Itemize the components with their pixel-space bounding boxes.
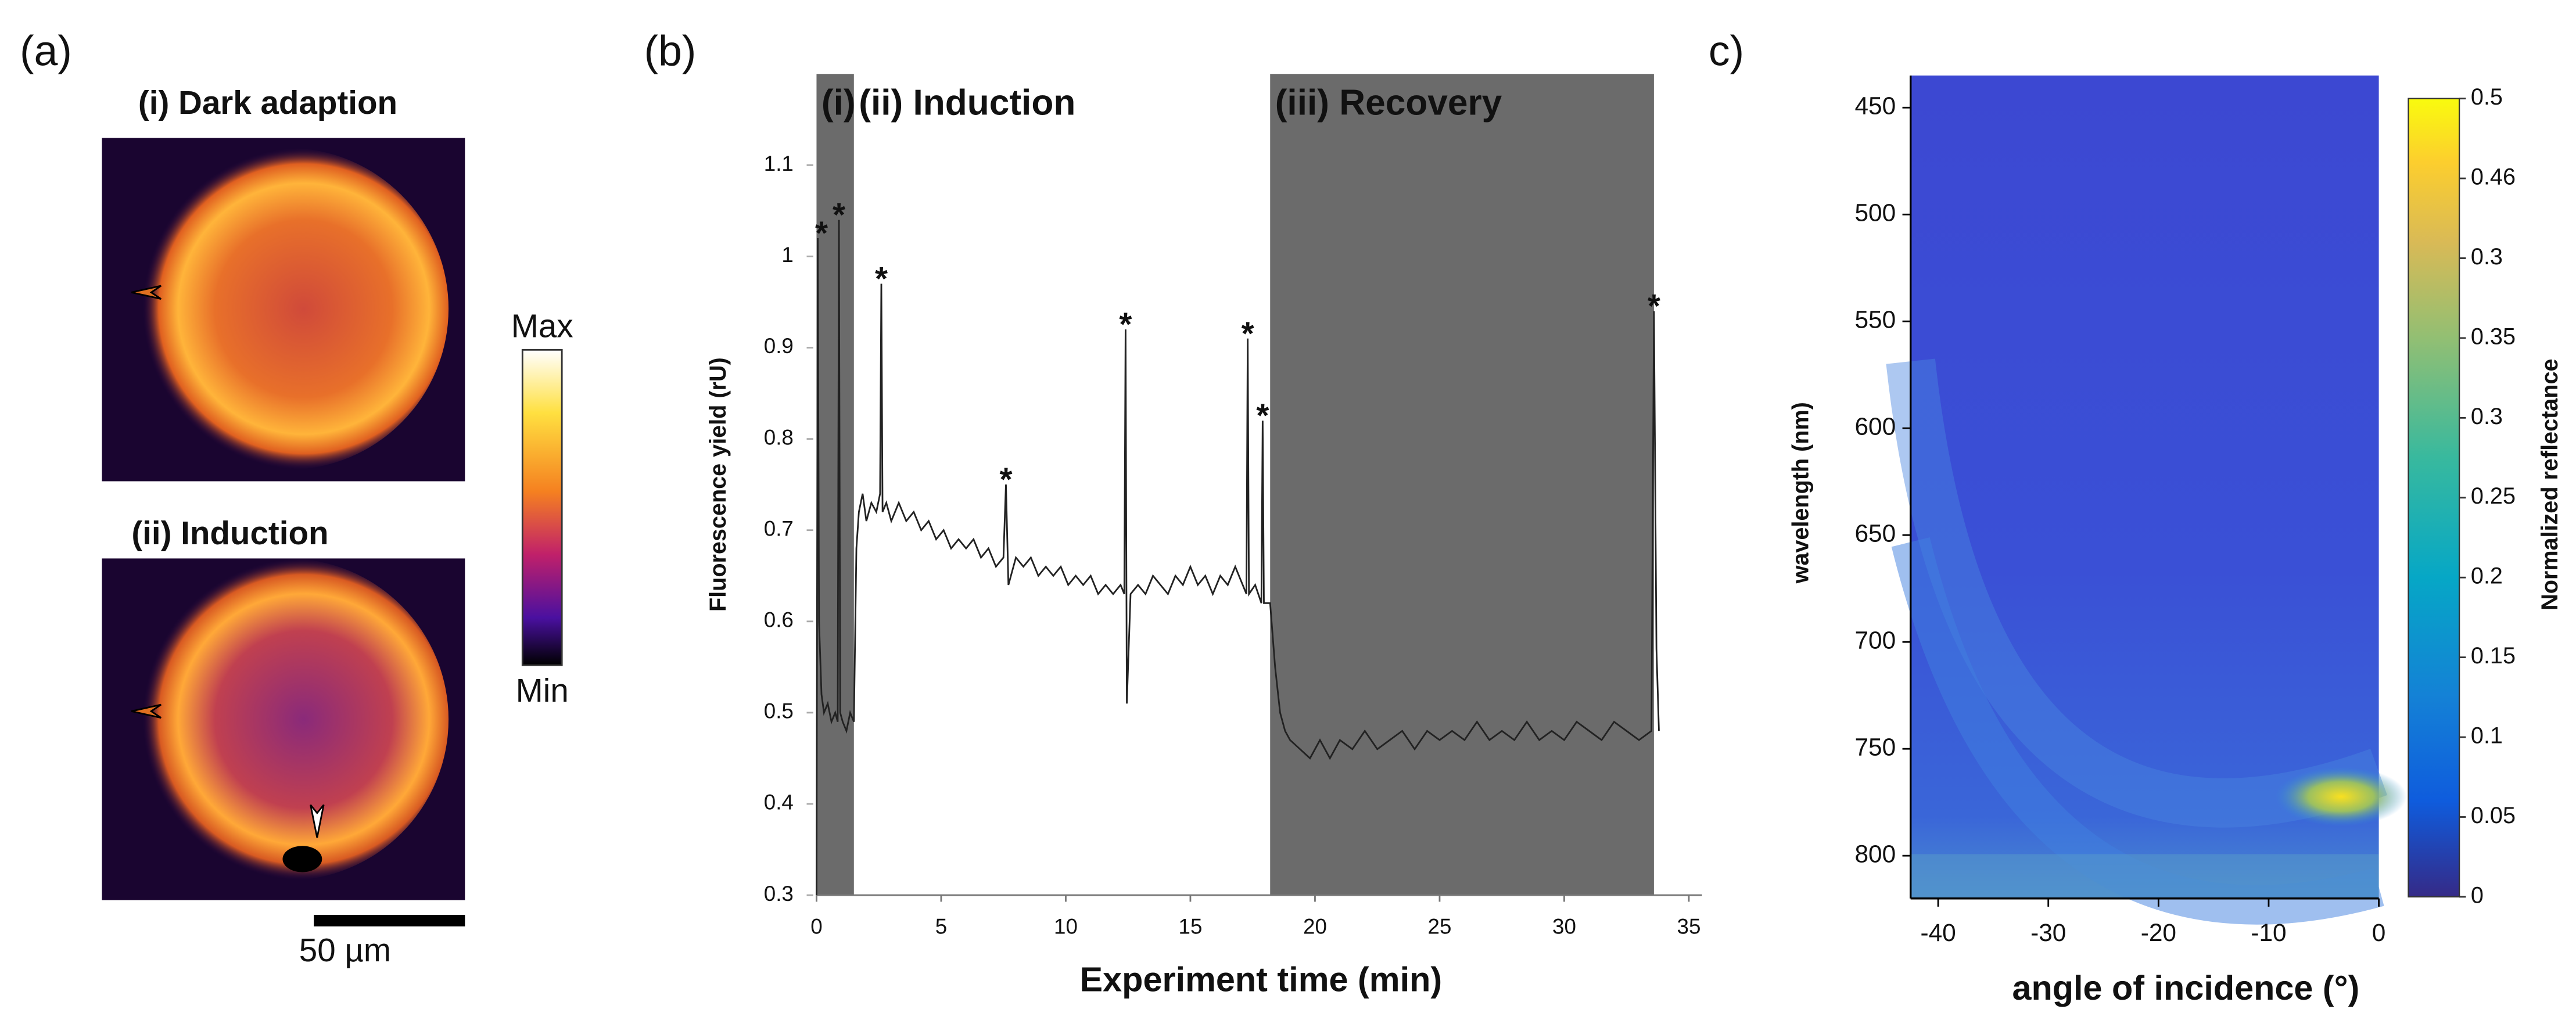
colorbar-tick-label: 0 xyxy=(2471,882,2484,908)
noise-band xyxy=(1910,854,2379,899)
region-label: (iii) Recovery xyxy=(1275,82,1502,123)
x-tick-label: 0 xyxy=(2372,919,2386,946)
y-axis-label: Fluorescence yield (rU) xyxy=(705,357,731,612)
x-tick-label: -20 xyxy=(2141,919,2176,946)
spike-marker: * xyxy=(875,260,888,297)
cell xyxy=(126,148,449,470)
x-tick-label: 35 xyxy=(1677,914,1701,938)
colorbar-tick-label: 0.46 xyxy=(2471,164,2516,190)
panel-label: (b) xyxy=(644,27,697,75)
reflectance-band xyxy=(1886,358,2388,828)
scale-bar xyxy=(314,915,465,926)
region-label: (ii) Induction xyxy=(859,82,1075,123)
x-tick-label: 10 xyxy=(1054,914,1078,938)
scale-bar-label: 50 µm xyxy=(299,932,391,968)
trace xyxy=(816,220,1660,896)
arrowhead xyxy=(310,804,325,838)
spike-marker: * xyxy=(1119,306,1132,343)
spike-marker: * xyxy=(1648,288,1660,324)
spike-marker: * xyxy=(833,196,845,233)
x-tick-label: 20 xyxy=(1303,914,1327,938)
y-tick-label: 0.4 xyxy=(764,791,794,814)
shaded-region xyxy=(1270,74,1654,896)
colorbar-tick-label: 0.2 xyxy=(2471,563,2503,589)
spike-marker: * xyxy=(815,215,828,252)
colorbar-tick-label: 0.35 xyxy=(2471,324,2516,349)
x-tick-label: 5 xyxy=(935,914,947,938)
x-tick-label: 25 xyxy=(1428,914,1452,938)
colorbar-min: Min xyxy=(516,672,569,709)
y-tick-label: 600 xyxy=(1854,412,1896,440)
region-label: (i) xyxy=(821,82,856,123)
y-tick-label: 450 xyxy=(1854,92,1896,119)
x-tick-label: 30 xyxy=(1552,914,1576,938)
y-axis-label: wavelength (nm) xyxy=(1788,402,1814,584)
colorbar-tick-label: 0.3 xyxy=(2471,404,2503,429)
x-axis-label: angle of incidence (°) xyxy=(2012,968,2359,1007)
arrowhead xyxy=(131,703,162,719)
spike-marker: * xyxy=(1256,397,1269,434)
x-tick-label: -10 xyxy=(2251,919,2286,946)
x-tick-label: -30 xyxy=(2030,919,2066,946)
y-tick-label: 550 xyxy=(1854,306,1896,333)
y-tick-label: 0.3 xyxy=(764,882,794,906)
y-tick-label: 500 xyxy=(1854,199,1896,226)
heatmap-image xyxy=(1886,76,2407,925)
colorbar-tick-label: 0.3 xyxy=(2471,244,2503,270)
intensity-colorbar xyxy=(521,349,563,666)
colorbar-tick-label: 0.25 xyxy=(2471,483,2516,509)
y-tick-label: 0.9 xyxy=(764,334,794,358)
x-axis-label: Experiment time (min) xyxy=(1080,960,1443,999)
y-tick-label: 0.6 xyxy=(764,608,794,632)
reflectance-colorbar xyxy=(2408,98,2460,898)
spike-marker: * xyxy=(1242,315,1254,351)
y-tick-label: 700 xyxy=(1854,626,1896,653)
x-tick-label: 15 xyxy=(1179,914,1203,938)
y-tick-label: 650 xyxy=(1854,519,1896,547)
x-tick-label: 0 xyxy=(810,914,822,938)
hot-spot xyxy=(2275,767,2407,827)
y-tick-label: 0.7 xyxy=(764,516,794,540)
colorbar-tick-label: 0.5 xyxy=(2471,84,2503,110)
colorbar-tick-label: 0.1 xyxy=(2471,723,2503,749)
y-tick-label: 750 xyxy=(1854,733,1896,760)
x-tick-label: -40 xyxy=(1920,919,1956,946)
colorbar-max: Max xyxy=(511,307,573,344)
reflectance-band xyxy=(1891,537,2384,925)
y-tick-label: 0.8 xyxy=(764,425,794,449)
colorbar-tick-label: 0.15 xyxy=(2471,643,2516,669)
y-tick-label: 1 xyxy=(781,243,793,267)
dark-spot xyxy=(282,846,322,872)
spike-marker: * xyxy=(999,461,1012,498)
panel-label: (a) xyxy=(20,27,72,75)
y-tick-label: 800 xyxy=(1854,840,1896,867)
image-title: (ii) Induction xyxy=(131,515,328,551)
y-tick-label: 1.1 xyxy=(764,152,794,175)
panel-label: c) xyxy=(1709,27,1744,75)
cell xyxy=(126,558,449,881)
image-title: (i) Dark adaption xyxy=(138,84,397,121)
y-tick-label: 0.5 xyxy=(764,699,794,723)
colorbar-tick-label: 0.05 xyxy=(2471,803,2516,828)
shaded-region xyxy=(816,74,854,896)
colorbar-label: Normalized reflectance xyxy=(2537,358,2563,610)
arrowhead xyxy=(131,285,162,300)
